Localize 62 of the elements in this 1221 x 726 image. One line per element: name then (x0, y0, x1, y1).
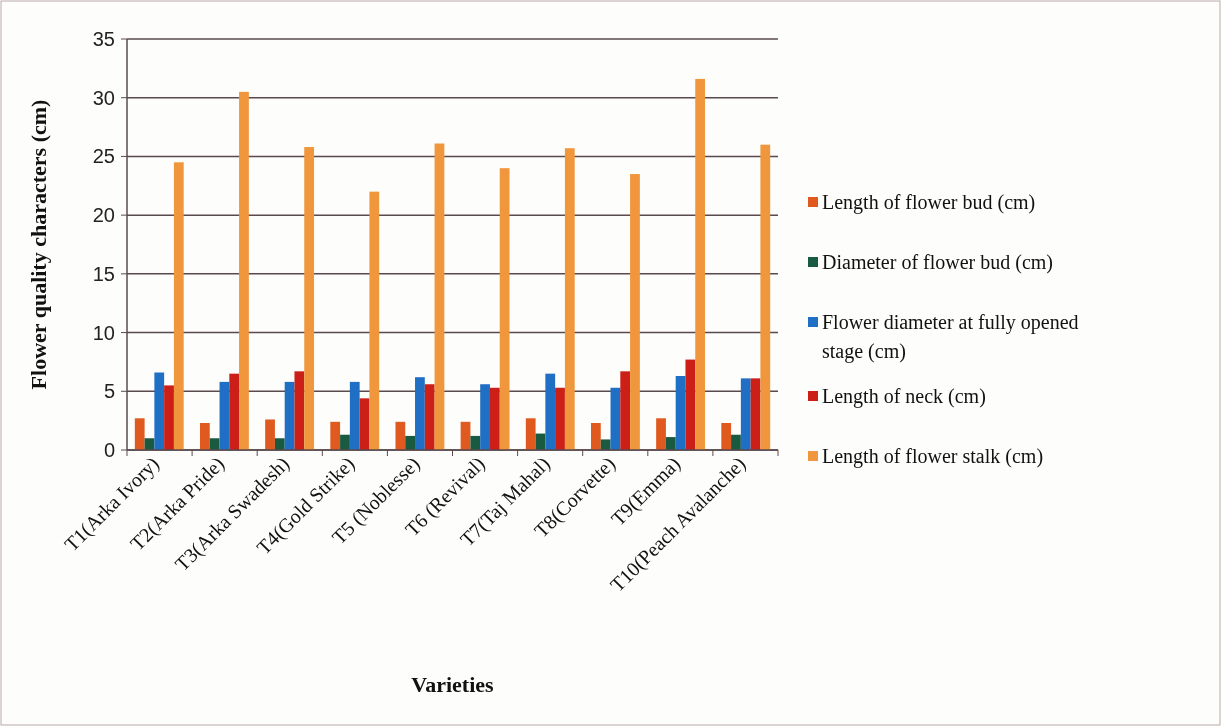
bar (665, 437, 676, 450)
bar (525, 418, 536, 450)
legend-label: Length of flower stalk (cm) (822, 445, 1044, 468)
bar (685, 359, 696, 450)
bar (480, 384, 490, 450)
bar (209, 438, 220, 450)
bar (274, 438, 285, 450)
legend-label: Length of flower bud (cm) (822, 191, 1036, 214)
bar (199, 422, 210, 450)
bar (369, 191, 380, 450)
bar (294, 371, 305, 450)
y-tick-label: 15 (92, 262, 115, 285)
y-tick-label: 30 (92, 86, 115, 109)
bar (489, 387, 500, 450)
bar (564, 148, 575, 450)
bar (395, 421, 406, 450)
x-axis-title: Varieties (411, 672, 495, 697)
bar (695, 78, 706, 450)
bar (675, 376, 686, 450)
bar (359, 398, 370, 450)
bar (239, 91, 249, 450)
bar (349, 381, 360, 450)
bar (470, 435, 481, 450)
bar (229, 373, 240, 450)
bar (545, 373, 556, 450)
bar (164, 385, 174, 450)
bar (284, 381, 295, 450)
bar (750, 378, 761, 450)
bar (134, 418, 145, 450)
bar (740, 378, 751, 450)
bar (330, 421, 341, 450)
legend-label: Length of neck (cm) (822, 385, 986, 408)
bar (590, 422, 601, 450)
bar (424, 384, 435, 450)
bar (499, 168, 510, 450)
bar (721, 422, 732, 450)
bar (173, 162, 184, 450)
y-tick-label: 0 (103, 439, 115, 461)
bar (340, 434, 350, 450)
bar (219, 381, 230, 450)
bar (154, 372, 165, 450)
y-axis-title: Flower quality characters (cm) (26, 99, 51, 390)
y-tick-label: 25 (92, 145, 115, 168)
bar (731, 434, 741, 450)
bar (434, 143, 445, 450)
bar (656, 418, 666, 450)
y-tick-label: 20 (92, 204, 115, 227)
bar (304, 147, 315, 450)
bar (620, 371, 631, 450)
legend-label: Diameter of flower bud (cm) (822, 251, 1054, 274)
y-tick-label: 35 (92, 28, 115, 50)
bar (415, 377, 425, 450)
bar (630, 174, 640, 450)
y-tick-label: 10 (92, 321, 115, 344)
legend-label: Flower diameter at fully opened stage (cm) (822, 311, 1079, 363)
bar (600, 439, 611, 450)
bar (760, 144, 771, 450)
bar (555, 387, 565, 450)
bar (405, 435, 416, 450)
bar (610, 387, 621, 450)
bar (265, 419, 275, 450)
y-tick-label: 5 (103, 380, 115, 403)
